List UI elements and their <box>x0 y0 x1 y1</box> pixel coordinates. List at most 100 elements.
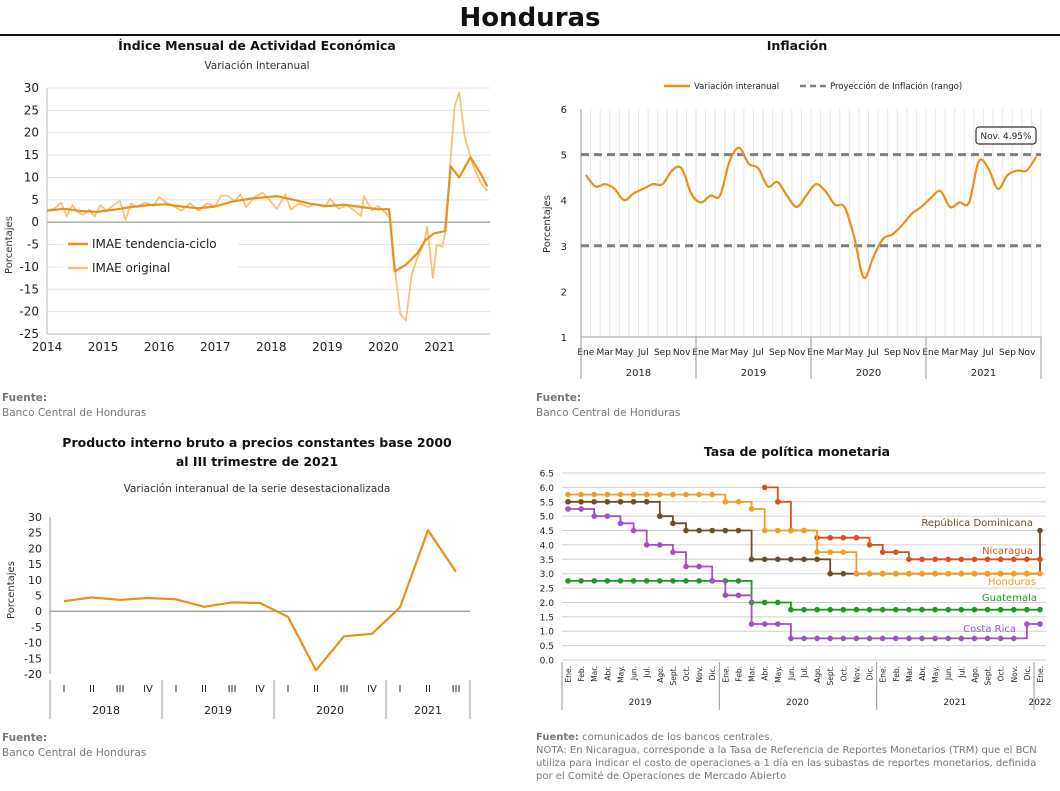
tpm-point <box>892 606 899 613</box>
pib-ytick-label: 15 <box>28 558 42 571</box>
tpm-ytick-label: 4.5 <box>540 527 554 537</box>
tpm-month-label: Jul. <box>643 666 652 678</box>
imae-ytick-label: 15 <box>24 148 39 162</box>
tpm-point <box>801 527 807 534</box>
inflacion-month-label: Ene <box>577 348 594 358</box>
tpm-point <box>643 491 650 498</box>
tpm-point <box>997 570 1004 577</box>
tpm-month-label: Sept. <box>984 666 993 685</box>
imae-chart-title: Índice Mensual de Actividad Económica <box>118 38 396 53</box>
tpm-month-label: Ago. <box>970 666 979 683</box>
tpm-point <box>827 570 834 577</box>
tpm-point <box>1010 635 1017 642</box>
tpm-point <box>814 635 820 642</box>
tpm-month-label: Jul. <box>957 666 966 678</box>
tpm-point <box>788 606 794 613</box>
inflacion-year-label: 2021 <box>971 368 996 379</box>
tpm-point <box>892 570 899 577</box>
tpm-point <box>735 498 742 505</box>
inflacion-annotation: Nov. 4.95% <box>980 132 1032 142</box>
inflacion-month-label: Mar <box>941 348 958 358</box>
inflacion-month-label: Nov <box>1018 348 1036 358</box>
tpm-point <box>722 527 729 534</box>
tpm-point <box>840 635 847 642</box>
tpm-series-label: República Dominicana <box>921 517 1033 529</box>
tpm-month-label: Feb. <box>577 666 586 682</box>
pib-quarter-label: II <box>201 684 207 695</box>
tpm-point <box>1037 570 1043 577</box>
tpm-point <box>827 606 834 613</box>
tpm-point <box>748 556 755 563</box>
tpm-point <box>630 498 637 505</box>
inflacion-ytick-label: 4 <box>561 196 567 207</box>
tpm-point <box>709 578 716 584</box>
inflacion-line <box>584 146 1038 280</box>
tpm-point <box>919 606 925 613</box>
inflacion-month-label: Mar <box>711 348 728 358</box>
inflacion-month-label: Nov <box>903 348 921 358</box>
imae-ytick-label: 0 <box>31 215 39 229</box>
tpm-point <box>774 527 781 534</box>
pib-ytick-label: 5 <box>35 590 42 603</box>
tpm-point <box>971 556 978 563</box>
pib-quarter-label: IV <box>255 684 265 695</box>
imae-ytick-label: -15 <box>19 282 39 296</box>
tpm-month-label: Nov. <box>852 666 861 682</box>
tpm-point <box>906 635 912 642</box>
tpm-point <box>1037 606 1043 613</box>
tpm-point <box>919 556 925 563</box>
tpm-point <box>801 606 807 613</box>
imae-trend-line <box>46 156 489 273</box>
tpm-point <box>656 491 663 498</box>
pib-quarter-label: IV <box>367 684 377 695</box>
inflacion-month-label: Jul <box>637 348 649 358</box>
imae-original-line <box>46 91 488 322</box>
inflacion-source-label: Fuente: <box>536 392 582 404</box>
tpm-year-label: 2020 <box>786 698 809 708</box>
tpm-month-label: Abr. <box>603 666 612 681</box>
imae-source: Fuente: Banco Central de Honduras <box>2 391 146 421</box>
tpm-ytick-label: 1.0 <box>540 628 555 638</box>
tpm-point <box>617 491 624 498</box>
tpm-point <box>774 599 781 606</box>
tpm-ytick-label: 0.5 <box>540 642 554 652</box>
imae-xtick-label: 2021 <box>424 340 455 354</box>
tpm-point <box>565 498 571 505</box>
tpm-point <box>958 556 965 563</box>
tpm-month-label: Mar. <box>590 666 599 682</box>
pib-quarter-label: II <box>313 684 319 695</box>
tpm-point <box>761 621 768 627</box>
tpm-month-label: Jun. <box>787 666 796 681</box>
tpm-point <box>578 491 584 498</box>
tpm-year-label: 2021 <box>943 698 966 708</box>
tpm-point <box>945 635 952 642</box>
tpm-point <box>604 498 611 505</box>
pib-quarter-label: III <box>340 684 349 695</box>
tpm-point <box>840 606 847 613</box>
tpm-point <box>1037 556 1043 563</box>
imae-xtick-label: 2016 <box>144 340 175 354</box>
tpm-point <box>932 556 938 563</box>
tpm-point <box>748 506 755 512</box>
tpm-point <box>761 527 768 534</box>
tpm-point <box>879 606 886 613</box>
inflacion-month-label: Nov <box>788 348 806 358</box>
pib-ytick-label: 20 <box>28 542 42 555</box>
tpm-point <box>761 556 768 563</box>
tpm-point <box>853 570 860 577</box>
tpm-point <box>696 491 702 498</box>
tpm-point <box>591 578 598 584</box>
tpm-point <box>971 570 978 577</box>
inflacion-ytick-label: 6 <box>561 105 567 116</box>
tpm-series-label: Honduras <box>988 577 1036 588</box>
tpm-ytick-label: 0.0 <box>540 657 555 667</box>
imae-ytick-label: -5 <box>27 238 39 252</box>
inflacion-month-label: May <box>615 348 634 358</box>
inflacion-year-label: 2018 <box>626 368 651 379</box>
tpm-point <box>656 513 663 519</box>
pib-line <box>63 529 457 672</box>
pib-ytick-label: 10 <box>28 574 42 587</box>
tpm-point <box>617 520 624 527</box>
tpm-point <box>879 635 886 642</box>
tpm-month-label: Jun. <box>630 666 639 681</box>
